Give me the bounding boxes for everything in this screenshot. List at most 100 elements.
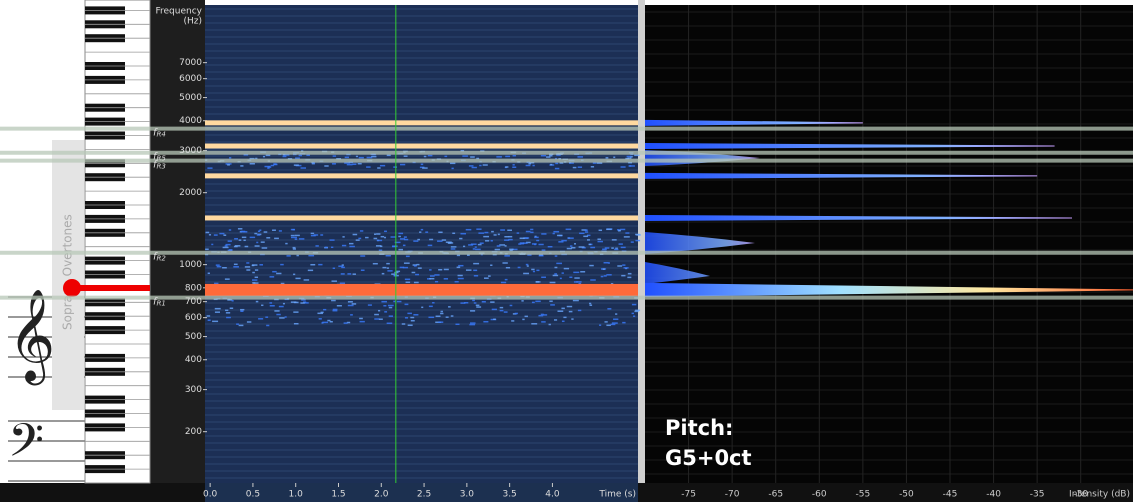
noise <box>386 263 390 265</box>
noise <box>240 310 243 312</box>
noise <box>279 317 284 319</box>
noise <box>504 255 510 256</box>
noise <box>574 281 578 283</box>
noise <box>295 238 298 240</box>
noise <box>627 156 632 158</box>
noise <box>502 262 507 264</box>
noise <box>417 239 420 241</box>
noise <box>348 305 354 307</box>
noise <box>211 244 213 246</box>
noise <box>421 229 423 231</box>
noise <box>384 237 386 239</box>
noise <box>239 325 244 327</box>
noise <box>484 232 488 234</box>
noise <box>252 272 255 274</box>
noise <box>340 283 345 285</box>
noise <box>452 233 455 235</box>
noise <box>388 305 394 307</box>
noise <box>632 304 636 306</box>
noise <box>553 231 559 233</box>
noise <box>556 263 562 265</box>
noise <box>286 255 290 257</box>
pitch-value: G5+0ct <box>665 446 752 470</box>
noise <box>478 244 482 246</box>
noise <box>342 236 344 238</box>
noise <box>536 270 539 272</box>
noise <box>365 237 369 239</box>
noise <box>612 239 617 241</box>
noise <box>504 311 508 313</box>
noise <box>293 311 298 313</box>
noise <box>283 303 285 305</box>
resonance-sub: R1 <box>157 300 166 308</box>
noise <box>240 309 244 311</box>
noise <box>524 237 529 239</box>
noise <box>215 308 221 310</box>
noise <box>512 166 516 168</box>
noise <box>573 167 577 169</box>
noise <box>578 310 581 312</box>
noise <box>475 249 481 251</box>
noise <box>383 305 386 307</box>
noise <box>311 235 316 237</box>
noise <box>206 232 210 234</box>
splitter[interactable] <box>638 0 645 483</box>
noise <box>577 156 583 158</box>
noise <box>254 233 257 235</box>
noise <box>500 229 505 231</box>
noise <box>478 232 484 234</box>
noise <box>291 301 297 303</box>
noise <box>242 237 246 239</box>
noise <box>467 254 470 256</box>
noise <box>606 157 609 159</box>
noise <box>414 282 419 284</box>
time-tick-label: 3.0 <box>460 490 475 500</box>
noise <box>589 304 592 306</box>
noise <box>587 239 590 241</box>
noise <box>428 317 434 319</box>
intensity-tick-label: -70 <box>725 490 740 500</box>
noise <box>236 323 239 325</box>
noise <box>227 164 230 166</box>
noise <box>387 323 393 325</box>
noise <box>554 319 557 321</box>
noise <box>406 282 411 284</box>
noise <box>578 166 582 168</box>
noise <box>491 240 493 242</box>
noise <box>324 165 328 167</box>
time-tick-label: 0.5 <box>246 490 260 500</box>
noise <box>491 231 494 233</box>
freq-tick-label: 2000 <box>179 188 202 198</box>
noise <box>308 270 313 272</box>
noise <box>255 245 260 247</box>
noise <box>442 239 446 241</box>
noise <box>272 271 276 273</box>
noise <box>408 325 413 327</box>
noise <box>223 234 226 236</box>
noise <box>352 303 357 305</box>
noise <box>535 301 540 303</box>
noise <box>259 264 263 266</box>
noise <box>538 244 543 246</box>
noise <box>589 244 592 246</box>
noise <box>610 324 615 326</box>
noise <box>318 264 322 266</box>
noise <box>262 247 268 249</box>
noise <box>358 238 361 240</box>
noise <box>389 315 393 317</box>
noise <box>488 275 491 277</box>
freq-tick-label: 300 <box>185 385 202 395</box>
noise <box>571 318 573 320</box>
noise <box>479 165 481 167</box>
noise <box>450 163 455 165</box>
noise <box>222 267 227 269</box>
noise <box>507 230 512 232</box>
noise <box>405 279 410 281</box>
noise <box>353 234 358 236</box>
noise <box>252 279 257 281</box>
noise <box>304 279 310 281</box>
noise <box>613 157 615 159</box>
noise <box>411 320 415 322</box>
noise <box>253 282 258 284</box>
freq-tick-label: 400 <box>185 355 202 365</box>
